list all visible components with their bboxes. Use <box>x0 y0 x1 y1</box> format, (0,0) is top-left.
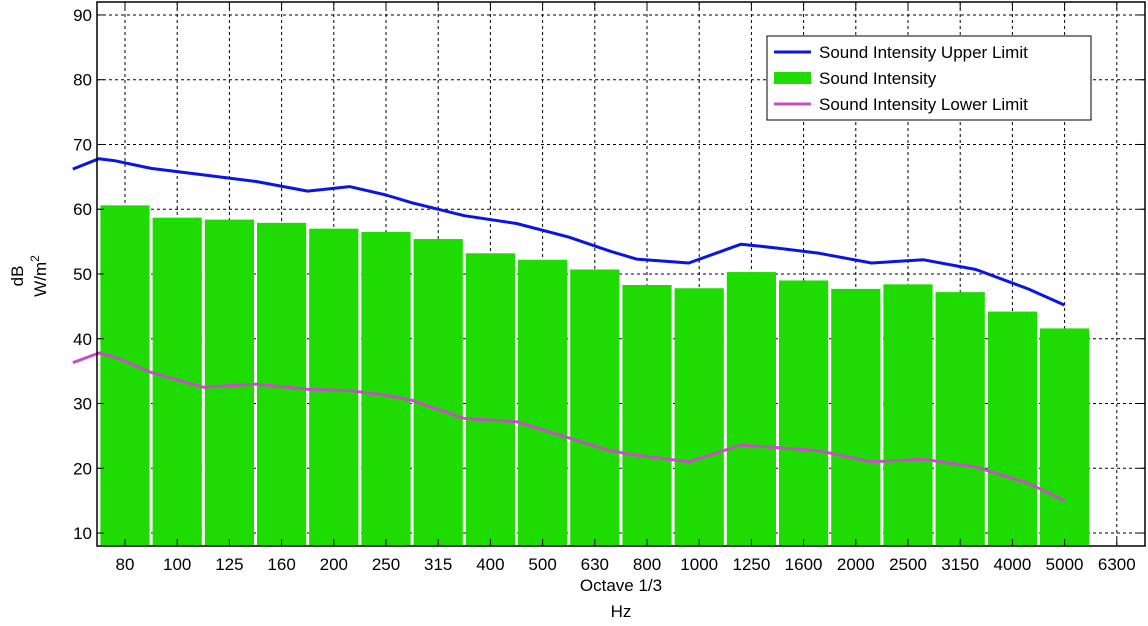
bar <box>622 285 672 545</box>
x-tick-label: 250 <box>372 555 400 574</box>
y-axis-title-unit: W/m <box>31 262 50 297</box>
y-tick-label: 60 <box>73 200 92 219</box>
x-axis-title-line2: Hz <box>611 602 632 621</box>
x-axis-title-line1: Octave 1/3 <box>580 576 662 595</box>
y-tick-label: 50 <box>73 265 92 284</box>
y-tick-label: 20 <box>73 459 92 478</box>
bar <box>309 228 359 545</box>
series-line <box>72 351 1066 503</box>
legend-swatch-intensity <box>774 72 811 84</box>
y-tick-label: 10 <box>73 524 92 543</box>
bar <box>779 280 829 545</box>
bar <box>674 288 724 545</box>
x-tick-label: 2000 <box>837 555 875 574</box>
bar <box>935 292 985 545</box>
axes: 10 20 30 40 50 60 70 80 90 80 100 125 160 200 250 315 40… <box>73 2 1145 574</box>
legend-label-upper-limit: Sound Intensity Upper Limit <box>819 43 1028 62</box>
bar <box>570 269 620 545</box>
bar <box>413 239 463 545</box>
x-tick-label: 630 <box>581 555 609 574</box>
legend-label-lower-limit: Sound Intensity Lower Limit <box>819 95 1028 114</box>
y-tick-label: 40 <box>73 330 92 349</box>
y-tick-label: 70 <box>73 135 92 154</box>
series-line <box>72 157 1066 307</box>
bar <box>1040 328 1090 545</box>
bar <box>987 311 1037 545</box>
y-tick-label: 80 <box>73 71 92 90</box>
bars <box>100 205 1090 546</box>
y-tick-label: 30 <box>73 395 92 414</box>
x-tick-label: 6300 <box>1098 555 1136 574</box>
y-tick-label: 90 <box>73 6 92 25</box>
x-tick-label: 1250 <box>732 555 770 574</box>
x-tick-label: 80 <box>116 555 135 574</box>
x-tick-label: 1000 <box>680 555 718 574</box>
x-tick-label: 500 <box>528 555 556 574</box>
y-axis-title-line1: dB <box>8 266 27 287</box>
x-tick-label: 400 <box>476 555 504 574</box>
series-lines <box>72 157 1066 503</box>
x-tick-label: 160 <box>267 555 295 574</box>
bar <box>100 205 150 545</box>
x-tick-label: 4000 <box>993 555 1031 574</box>
bar <box>726 272 776 545</box>
x-tick-label: 800 <box>633 555 661 574</box>
legend-label-intensity: Sound Intensity <box>819 69 937 88</box>
y-axis-title-line2: W/m2 <box>28 255 50 297</box>
x-tick-label: 2500 <box>889 555 927 574</box>
legend-box <box>766 35 1092 121</box>
x-tick-label: 1600 <box>785 555 823 574</box>
x-tick-label: 315 <box>424 555 452 574</box>
bar <box>465 253 515 545</box>
bar <box>361 231 411 545</box>
bar <box>518 259 568 545</box>
bar <box>204 219 254 545</box>
y-axis-title: dB W/m2 <box>8 255 50 297</box>
x-tick-label: 200 <box>320 555 348 574</box>
bar <box>883 284 933 545</box>
bar <box>831 288 881 545</box>
x-tick-label: 125 <box>215 555 243 574</box>
x-tick-label: 3150 <box>941 555 979 574</box>
y-axis-title-exponent: 2 <box>28 255 42 262</box>
legend: Sound Intensity Upper Limit Sound Intens… <box>766 35 1092 121</box>
x-tick-label: 5000 <box>1046 555 1084 574</box>
x-tick-label: 100 <box>163 555 191 574</box>
